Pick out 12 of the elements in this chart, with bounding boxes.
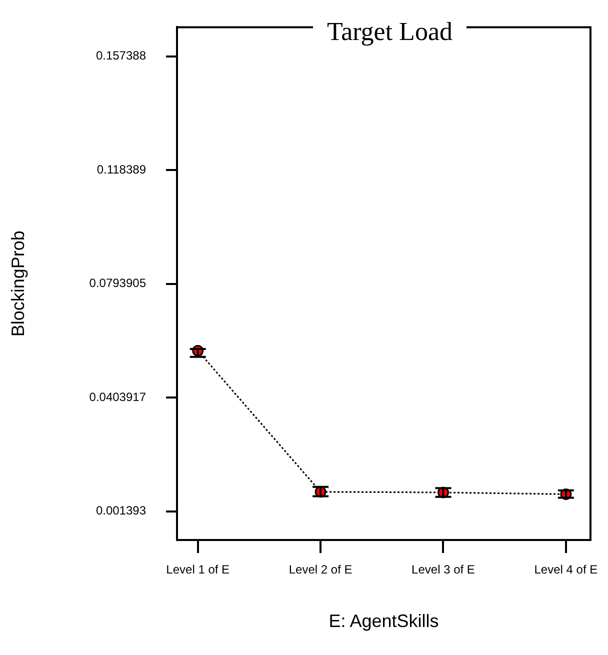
y-tick-label: 0.0403917 <box>89 390 146 404</box>
y-tick-label: 0.118389 <box>96 162 146 176</box>
y-tick-label: 0.001393 <box>96 504 146 518</box>
x-tick-label: Level 4 of E <box>534 562 598 577</box>
y-tick-label: 0.0793905 <box>89 276 146 290</box>
x-tick-label: Level 1 of E <box>166 562 230 577</box>
y-axis-title: BlockingProb <box>8 230 28 337</box>
x-tick-label: Level 3 of E <box>412 562 475 577</box>
x-tick-label: Level 2 of E <box>288 562 352 577</box>
y-tick-label: 0.157388 <box>96 48 146 63</box>
x-axis-title: E: AgentSkills <box>328 611 439 632</box>
chart-title: Target Load <box>326 17 452 46</box>
